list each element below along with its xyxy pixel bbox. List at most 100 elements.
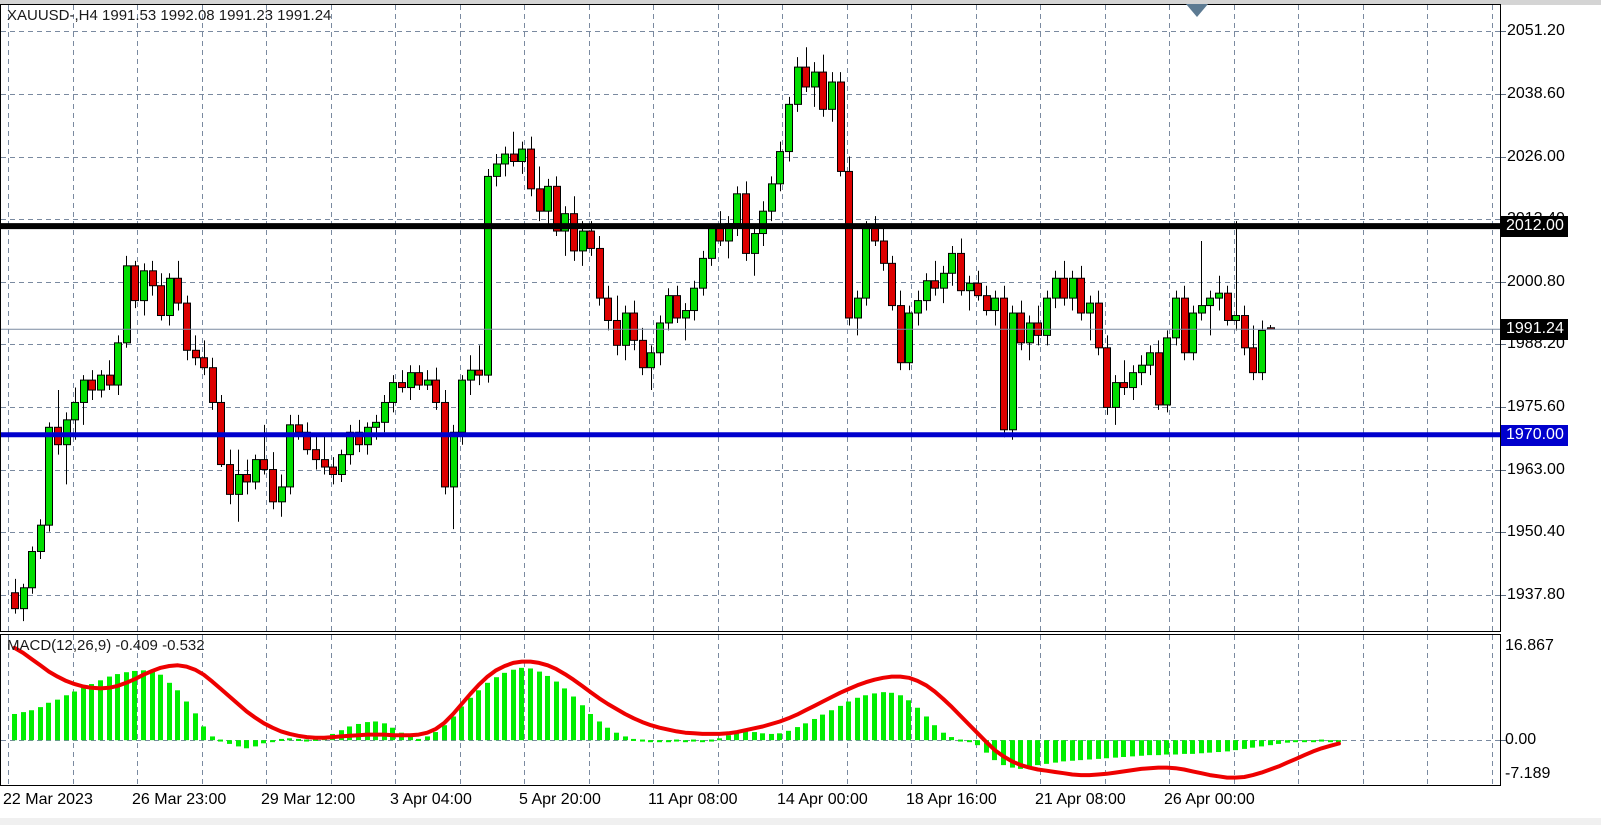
macd-histogram-bar xyxy=(1319,739,1324,742)
macd-histogram-bar xyxy=(1147,740,1152,756)
price-axis-scale[interactable]: 2051.202038.602026.002013.402000.801988.… xyxy=(1501,4,1601,632)
candle-bearish xyxy=(957,252,965,292)
candle-bearish xyxy=(1000,297,1008,431)
macd-histogram-bar xyxy=(236,740,241,747)
candle-bearish xyxy=(888,262,896,307)
candle-bearish xyxy=(192,349,200,359)
macd-histogram-bar xyxy=(709,739,714,742)
candle-bearish xyxy=(673,295,681,319)
candle-bearish xyxy=(897,305,905,364)
time-axis[interactable]: 22 Mar 2023 26 Mar 23:00 29 Mar 12:00 3 Apr… xyxy=(0,786,1601,825)
candle-bearish xyxy=(131,265,139,302)
macd-histogram-bar xyxy=(949,737,954,741)
macd-histogram-bar xyxy=(958,739,963,742)
macd-histogram-bar xyxy=(975,740,980,746)
macd-histogram-bar xyxy=(218,739,223,742)
candle-bearish xyxy=(1181,297,1189,354)
macd-histogram-bar xyxy=(1070,740,1075,761)
macd-axis-label: -7.189 xyxy=(1505,765,1551,782)
macd-axis-scale[interactable]: 16.867 0.00 -7.189 xyxy=(1501,634,1601,786)
candle-bullish xyxy=(28,551,36,589)
macd-histogram-bar xyxy=(734,731,739,741)
macd-histogram-bar xyxy=(537,671,542,741)
time-axis-label: 5 Apr 20:00 xyxy=(519,791,601,808)
macd-histogram-bar xyxy=(1182,740,1187,754)
candle-bullish xyxy=(785,103,793,153)
candle-bullish xyxy=(794,66,802,105)
candle-bullish xyxy=(948,252,956,274)
macd-histogram-bar xyxy=(941,732,946,741)
price-axis-label: 2026.00 xyxy=(1507,147,1565,165)
macd-histogram-bar xyxy=(872,693,877,741)
macd-histogram-bar xyxy=(803,723,808,741)
macd-histogram-bar xyxy=(932,725,937,741)
macd-histogram-bar xyxy=(838,705,843,741)
candle-bearish xyxy=(837,81,845,172)
support-level-badge[interactable]: 1970.00 xyxy=(1501,424,1568,446)
resistance-level-badge[interactable]: 2012.00 xyxy=(1501,216,1568,238)
candle-bearish xyxy=(613,319,621,346)
macd-histogram-bar xyxy=(485,682,490,741)
macd-histogram-bar xyxy=(98,680,103,741)
candle-bullish xyxy=(561,213,569,232)
current-price-badge[interactable]: 1991.24 xyxy=(1501,319,1568,341)
candle-bullish xyxy=(501,153,509,165)
macd-histogram-bar xyxy=(726,735,731,741)
macd-histogram-bar xyxy=(1276,740,1281,744)
candle-bearish xyxy=(596,247,604,299)
candle-bullish xyxy=(1069,277,1077,299)
macd-histogram-bar xyxy=(150,671,155,741)
candle-bearish xyxy=(243,474,251,483)
macd-histogram-bar xyxy=(1001,740,1006,766)
macd-histogram-bar xyxy=(89,684,94,741)
macd-histogram-bar xyxy=(502,672,507,741)
candle-bearish xyxy=(510,153,518,163)
candle-bullish xyxy=(1043,297,1051,336)
macd-histogram-bar xyxy=(597,721,602,741)
candle-bearish xyxy=(11,592,19,610)
candle-bearish xyxy=(209,367,217,403)
macd-histogram-bar xyxy=(1336,740,1341,743)
candle-bullish xyxy=(80,379,88,403)
candle-bearish xyxy=(880,240,888,264)
candle-bearish xyxy=(475,369,483,376)
candle-bearish xyxy=(802,66,810,88)
candle-bullish xyxy=(768,183,776,212)
candle-bearish xyxy=(329,466,337,475)
candle-bullish xyxy=(579,230,587,252)
candle-bullish xyxy=(905,312,913,364)
time-axis-label: 26 Apr 00:00 xyxy=(1164,791,1255,808)
macd-histogram-bar xyxy=(296,738,301,741)
candle-bullish xyxy=(450,431,458,488)
macd-histogram-bar xyxy=(623,736,628,741)
candle-bearish xyxy=(983,295,991,312)
macd-indicator-pane[interactable] xyxy=(0,634,1501,786)
candle-bullish xyxy=(252,459,260,483)
macd-histogram-bar xyxy=(605,727,610,741)
candle-bullish xyxy=(338,454,346,475)
time-axis-label: 26 Mar 23:00 xyxy=(132,791,227,808)
candle-bullish xyxy=(235,474,243,495)
macd-histogram-bar xyxy=(451,716,456,741)
macd-histogram-bar xyxy=(365,722,370,741)
time-axis-label: 29 Mar 12:00 xyxy=(261,791,356,808)
candle-bearish xyxy=(553,185,561,232)
macd-histogram-bar xyxy=(1018,740,1023,769)
candle-bullish xyxy=(1112,382,1120,408)
macd-histogram-bar xyxy=(760,733,765,741)
macd-histogram-bar xyxy=(132,670,137,741)
macd-histogram-bar xyxy=(141,670,146,741)
price-chart-pane[interactable] xyxy=(0,4,1501,632)
macd-histogram-bar xyxy=(545,675,550,741)
macd-histogram-bar xyxy=(1053,740,1058,763)
macd-histogram-bar xyxy=(373,721,378,741)
chart-position-marker-icon xyxy=(1186,4,1208,17)
candle-bearish xyxy=(157,285,165,317)
candle-bullish xyxy=(751,233,759,254)
candle-bearish xyxy=(149,270,157,287)
macd-histogram-bar xyxy=(1130,740,1135,757)
candle-bullish xyxy=(914,300,922,314)
macd-histogram-bar xyxy=(1061,740,1066,762)
candle-bullish xyxy=(828,81,836,110)
